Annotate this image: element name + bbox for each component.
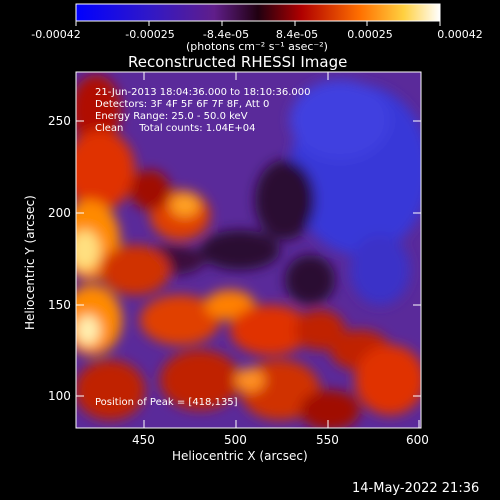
x-tick-label: 600 xyxy=(406,433,429,447)
timestamp: 14-May-2022 21:36 xyxy=(352,481,480,496)
colorbar-tick-label: 0.00042 xyxy=(437,28,483,41)
colorbar-tick-label: -0.00042 xyxy=(31,28,81,41)
x-axis-label: Heliocentric X (arcsec) xyxy=(172,449,308,463)
y-tick-label: 250 xyxy=(48,114,71,128)
colorbar-tick-label: 0.00025 xyxy=(347,28,393,41)
plot-title: Reconstructed RHESSI Image xyxy=(128,53,348,71)
x-tick-label: 450 xyxy=(132,433,155,447)
y-axis-label: Heliocentric Y (arcsec) xyxy=(23,195,37,330)
y-tick-label: 200 xyxy=(48,206,71,220)
x-tick-label: 500 xyxy=(224,433,247,447)
colorbar-tick-label: -0.00025 xyxy=(125,28,175,41)
info-energy-range: Energy Range: 25.0 - 50.0 keV xyxy=(95,111,248,122)
y-tick-label: 150 xyxy=(48,298,71,312)
info-clean-counts: Clean Total counts: 1.04E+04 xyxy=(95,123,256,134)
colorbar-tick-label: -8.4e-05 xyxy=(202,28,250,41)
colorbar-tick-label: 8.4e-05 xyxy=(275,28,319,41)
colorbar-unit-label: (photons cm⁻² s⁻¹ asec⁻²) xyxy=(186,40,328,53)
x-tick-label: 550 xyxy=(316,433,339,447)
info-detectors: Detectors: 3F 4F 5F 6F 7F 8F, Att 0 xyxy=(95,99,270,110)
peak-position-label: Position of Peak = [418,135] xyxy=(95,397,238,408)
colorbar xyxy=(75,3,441,26)
y-tick-label: 100 xyxy=(48,389,71,403)
info-time-range: 21-Jun-2013 18:04:36.000 to 18:10:36.000 xyxy=(95,87,311,98)
